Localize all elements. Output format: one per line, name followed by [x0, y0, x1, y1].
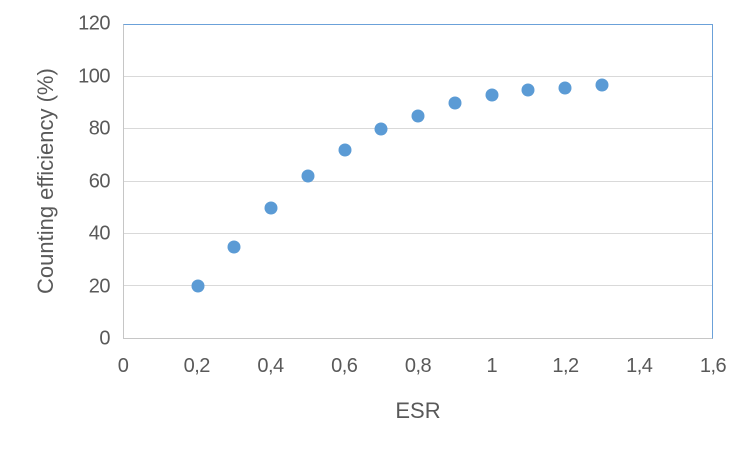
y-tick-label: 40 [88, 222, 111, 245]
data-point [558, 81, 572, 95]
x-tick-label: 1,2 [552, 355, 579, 377]
y-tick-label: 60 [88, 170, 111, 192]
y-tick-label: 120 [78, 12, 110, 35]
y-axis-tick-labels: 0 20 40 60 80 100 120 [0, 13, 111, 350]
y-tick-label: 0 [99, 327, 110, 350]
x-tick-label: 0,8 [404, 355, 432, 377]
plot-area [123, 24, 713, 339]
gridline [124, 76, 712, 78]
x-tick-label: 0,4 [257, 355, 284, 377]
data-point [595, 78, 609, 92]
x-tick-label: 0,6 [331, 355, 358, 377]
data-point [264, 201, 278, 215]
x-axis-title: ESR [395, 398, 441, 423]
x-axis-tick-labels: 0 0,2 0,4 0,6 0,8 1 1,2 1,4 1,6 [118, 352, 727, 380]
y-tick-label: 100 [78, 65, 110, 87]
x-tick-label: 0,2 [183, 355, 211, 377]
gridline [124, 180, 712, 182]
data-point [227, 240, 241, 254]
gridline [124, 232, 712, 234]
data-point [191, 279, 204, 293]
data-point [411, 109, 425, 123]
x-tick-label: 1,4 [626, 355, 653, 377]
x-tick-label: 0 [117, 355, 129, 377]
data-point [448, 96, 462, 110]
data-point [374, 122, 388, 136]
data-point [338, 143, 351, 157]
data-point [301, 169, 315, 183]
x-tick-label: 1 [486, 355, 498, 377]
y-tick-label: 20 [88, 275, 111, 297]
gridline [124, 128, 712, 130]
gridline [124, 284, 712, 286]
y-tick-label: 80 [88, 117, 111, 140]
x-tick-label: 1,6 [699, 355, 727, 377]
data-point [485, 88, 498, 102]
data-point [521, 83, 535, 97]
